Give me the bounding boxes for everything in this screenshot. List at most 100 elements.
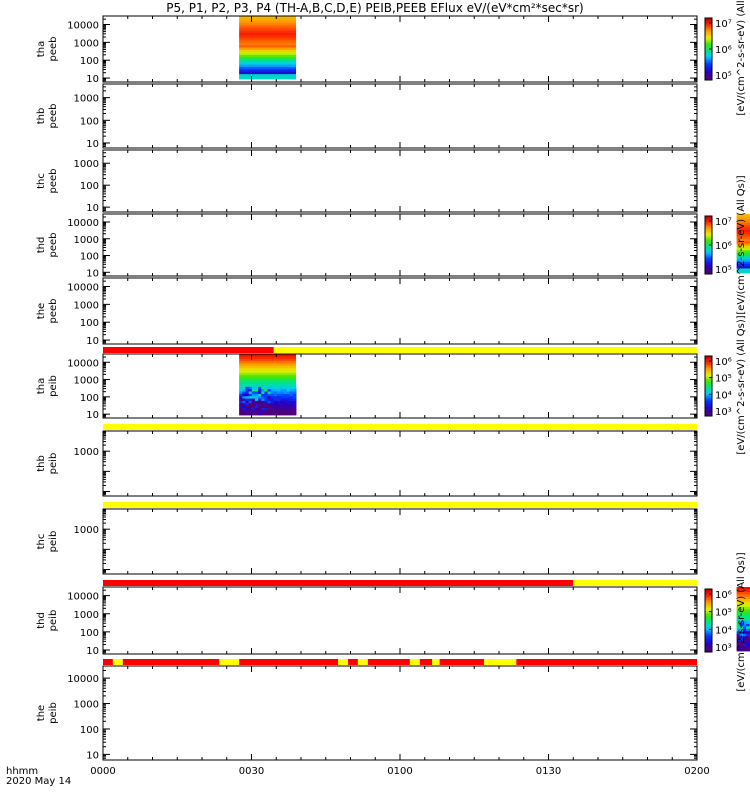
- spectrogram-cell: [736, 638, 741, 642]
- colorbar-cell: [705, 596, 712, 599]
- spectrogram-cell: [289, 410, 294, 414]
- colorbar-cell: [705, 614, 712, 617]
- spectrogram-row: [736, 609, 750, 613]
- spectrogram-cell: [264, 393, 268, 397]
- spectrogram-cell: [746, 643, 750, 647]
- spectrogram-cell: [280, 405, 284, 409]
- spectrogram-cell: [267, 391, 272, 395]
- spectrogram-cell: [286, 410, 291, 414]
- spectrogram-row: [239, 47, 297, 51]
- spectrogram-cell: [742, 628, 747, 632]
- y-tick-label: 10000: [67, 358, 99, 369]
- spectrogram-cell: [289, 393, 294, 397]
- colorbar-cell: [705, 598, 712, 601]
- panel-label-product: peib: [48, 375, 59, 397]
- spectrogram-cell: [264, 410, 268, 414]
- spectrogram-row: [736, 238, 750, 242]
- spectrogram-cell: [245, 391, 250, 395]
- panel-label: tha peeb: [36, 37, 59, 62]
- y-tick-label: 1000: [74, 610, 99, 621]
- spectrogram-cell: [277, 403, 281, 407]
- colorbar-cell: [705, 398, 712, 400]
- spectrogram-cell: [239, 386, 243, 390]
- spectrogram-row: [239, 35, 297, 39]
- spectrogram-row: [736, 261, 750, 265]
- colorbar-cell: [705, 56, 712, 59]
- colorbar-cell: [705, 413, 712, 415]
- panel-label-probe: thd: [36, 612, 47, 629]
- spectrogram-cell: [267, 386, 272, 390]
- spectrogram-row: [239, 372, 297, 376]
- y-tick-label: 10000: [67, 592, 99, 603]
- spectrogram-cell: [242, 412, 246, 416]
- panel-label-product: peeb: [48, 37, 59, 62]
- colorbar-cell: [705, 226, 712, 229]
- panel-label: the peeb: [36, 299, 59, 324]
- spectrogram-cell: [245, 386, 250, 390]
- spectrogram-cell: [267, 396, 272, 399]
- quality-flag-segment: [432, 659, 440, 665]
- colorbar-cell: [705, 28, 712, 31]
- spectrogram-cell: [251, 396, 256, 399]
- colorbar-cell: [705, 377, 712, 379]
- spectrogram-cell: [251, 410, 256, 414]
- colorbar-tick-label: 10³: [715, 407, 732, 418]
- colorbar-cell: [705, 623, 712, 626]
- spectrogram-cell: [245, 393, 250, 397]
- spectrogram-cell: [261, 398, 265, 402]
- colorbar-cell: [705, 58, 712, 61]
- spectrogram-cell: [251, 400, 256, 404]
- colorbar-cell: [705, 628, 712, 631]
- spectrogram-cell: [277, 398, 281, 402]
- colorbar-cell: [705, 234, 712, 237]
- spectrogram-cell: [277, 393, 281, 397]
- colorbar-cell: [705, 611, 712, 614]
- spectrogram-cell: [239, 396, 243, 399]
- colorbar-cell: [705, 392, 712, 394]
- spectrogram-row: [736, 257, 750, 260]
- spectrogram-cell: [736, 636, 741, 640]
- spectrogram-row: [736, 218, 750, 222]
- spectrogram-cell: [248, 391, 253, 395]
- spectrogram-row: [239, 370, 297, 374]
- spectrogram-row: [239, 30, 297, 34]
- panel-frame: [102, 508, 698, 575]
- spectrogram-cell: [273, 393, 278, 397]
- panel-label-probe: thb: [36, 455, 47, 472]
- panel-label-product: peib: [48, 531, 59, 553]
- colorbar-cell: [705, 49, 712, 52]
- spectrogram-cell: [261, 412, 265, 416]
- spectrogram-cell: [280, 407, 284, 411]
- spectrogram-row: [736, 259, 750, 263]
- panel-label: thc peib: [36, 531, 59, 553]
- x-axis-label-line1: hhmm: [6, 766, 39, 777]
- spectrogram-cell: [261, 407, 265, 411]
- spectrogram-cell: [283, 398, 287, 402]
- spectrogram-cell: [248, 396, 253, 399]
- colorbar-tick-label: 10³: [715, 643, 732, 654]
- colorbar-cell: [705, 402, 712, 405]
- colorbar-cell: [705, 255, 712, 258]
- colorbar-cell: [705, 258, 712, 260]
- spectrogram-row: [239, 18, 297, 22]
- spectrogram-row: [239, 16, 297, 19]
- spectrogram-cell: [254, 389, 259, 392]
- colorbar-cell: [705, 18, 712, 21]
- panel-label-probe: thc: [36, 173, 47, 189]
- panel-label-probe: tha: [36, 41, 47, 57]
- spectrogram-cell: [267, 410, 272, 414]
- spectrogram-cell: [736, 623, 741, 627]
- colorbar-cell: [705, 601, 712, 604]
- spectrogram-cell: [746, 631, 750, 635]
- spectrogram-cell: [742, 633, 747, 637]
- colorbar-cell: [705, 622, 712, 625]
- colorbar-cell: [705, 233, 712, 236]
- panel-label-probe: thd: [36, 237, 47, 254]
- spectrogram-row: [239, 377, 297, 381]
- spectrogram-cell: [283, 412, 287, 416]
- spectrogram-cell: [245, 398, 250, 402]
- spectrogram-cell: [239, 405, 243, 409]
- spectrogram-cell: [254, 391, 259, 395]
- spectrogram-cell: [286, 403, 291, 407]
- colorbar-cell: [705, 405, 712, 408]
